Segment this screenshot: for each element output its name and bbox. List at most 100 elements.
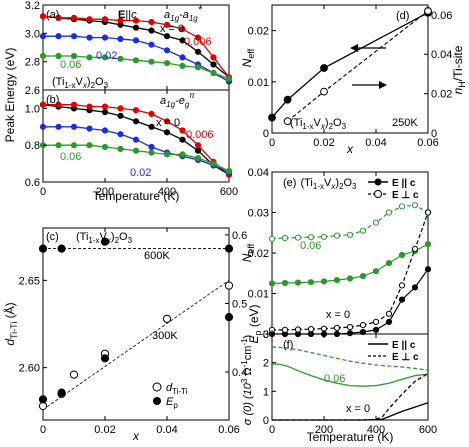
data-point-b1-5 xyxy=(117,105,124,112)
panel-b-transition: a1g-egπ xyxy=(160,91,195,109)
data-point-e2-7 xyxy=(359,328,367,336)
panel-c-xlabel: x xyxy=(132,429,140,443)
series-line-d1 xyxy=(287,10,429,122)
d-ytick-r-label-3: 0.06 xyxy=(431,10,452,22)
panel-c-ylabel-left: dTi-Ti (Å) xyxy=(2,302,19,345)
data-point-a1-0 xyxy=(39,13,47,20)
panel-e-ylabel: Neff xyxy=(240,243,256,262)
panel-d-compound: (Ti1-xVx)2O3 xyxy=(290,117,347,131)
data-point-b2-2 xyxy=(70,123,78,130)
c-ytick-r-label-1: 0.5 xyxy=(232,298,247,310)
data-point-d0-0 xyxy=(268,113,276,122)
data-point-b3-1 xyxy=(55,142,62,149)
data-point-e0-3 xyxy=(307,279,315,286)
data-point-b3-2 xyxy=(70,142,78,149)
series-line-f0 xyxy=(272,363,429,387)
data-point-a3-5 xyxy=(117,55,124,62)
panel-e-006-label: 0.06 xyxy=(300,240,321,252)
c-xtick-label-0: 0 xyxy=(40,424,46,436)
data-point-a3-6 xyxy=(132,57,140,64)
panel-e: (e) (Ti1-xVx)2O3 E || c E ⊥ c 0.06 x = 0 xyxy=(268,171,432,338)
panel-c-ylabel-right: Ep (eV) xyxy=(247,304,263,343)
c-ytick-r-label-2: 0.6 xyxy=(232,230,247,242)
data-point-e1-11 xyxy=(411,202,419,209)
data-point-b1-8 xyxy=(163,118,171,125)
data-point-a0-6 xyxy=(132,24,140,31)
data-point-a1-11 xyxy=(210,54,217,61)
data-point-b3-7 xyxy=(148,149,155,156)
panel-c-legend-ep: Ep xyxy=(166,396,178,410)
data-point-a2-1 xyxy=(55,33,62,40)
c-point-2-0 xyxy=(38,395,48,404)
panel-f-label: (f) xyxy=(283,339,293,351)
panel-d: (d) (Ti1-xVx)2O3 250K x xyxy=(268,4,432,156)
data-point-e0-0 xyxy=(268,280,276,287)
data-point-e3-9 xyxy=(385,310,393,317)
data-point-a0-11 xyxy=(210,61,217,68)
f-xtick-label-2: 400 xyxy=(367,424,385,436)
data-point-e3-3 xyxy=(307,326,315,333)
d-xtick-label-0: 0 xyxy=(269,137,275,149)
panel-d-xlabel: x xyxy=(346,142,354,156)
panel-d-frame xyxy=(271,4,429,134)
data-point-e2-11 xyxy=(411,284,419,291)
data-point-a3-7 xyxy=(148,58,155,65)
panel-f: (f) E || c E ⊥ c 0.06 x = 0 Temperature … xyxy=(271,333,429,444)
data-point-e1-0 xyxy=(268,235,276,242)
data-point-a2-5 xyxy=(117,35,124,43)
f-ytick-label-0: 0 xyxy=(263,415,269,427)
b-xtick-label-0: 0 xyxy=(40,186,46,198)
data-point-b2-3 xyxy=(86,125,93,132)
panel-f-legend-epar: E || c xyxy=(392,340,416,351)
d-xtick-label-2: 0.04 xyxy=(365,137,386,149)
c-point-1-1 xyxy=(57,244,66,253)
data-point-e0-9 xyxy=(385,260,393,267)
panel-c-legend-open-marker xyxy=(152,382,162,392)
panel-c: (c) (Ti1-xVx)2O3 600K 300K dTi-Ti Ep x xyxy=(38,227,234,443)
panel-a-label: (a) xyxy=(46,9,59,21)
data-point-b3-3 xyxy=(86,142,93,149)
data-point-e2-9 xyxy=(385,318,393,325)
data-point-b1-7 xyxy=(148,110,155,118)
panel-c-frame xyxy=(42,227,230,421)
data-point-e0-2 xyxy=(294,279,302,286)
c-point-1-2 xyxy=(100,237,110,246)
data-point-e3-11 xyxy=(411,245,419,252)
data-point-b3-4 xyxy=(101,143,109,151)
d-ytick-r-label-0: 0 xyxy=(431,128,437,140)
data-point-b0-8 xyxy=(163,129,171,136)
data-point-a3-2 xyxy=(70,52,78,60)
data-point-e2-12 xyxy=(424,266,432,273)
series-line-d0 xyxy=(271,12,429,119)
data-point-b1-4 xyxy=(101,103,109,110)
f-xtick-label-0: 0 xyxy=(269,424,275,436)
panel-f-xlabel: Temperature (K) xyxy=(307,430,394,444)
d-ytick-r-label-1: 0.02 xyxy=(431,89,452,101)
panel-b-002-label: 0.02 xyxy=(130,167,151,179)
data-point-b2-4 xyxy=(101,127,109,134)
data-point-a2-9 xyxy=(179,54,186,61)
data-point-b1-9 xyxy=(179,127,186,134)
data-point-a1-5 xyxy=(117,17,124,24)
panel-b: (b) a1g-egπ x = 0 0.006 0.02 0.06 Temper… xyxy=(39,89,233,203)
c-point-0-5 xyxy=(224,281,234,290)
data-point-b0-9 xyxy=(179,136,186,143)
b-ytick-label-2: 1.0 xyxy=(25,103,40,115)
panel-c-600k-label: 600K xyxy=(144,250,170,262)
panel-a-compound: (Ti1-xVx)2O3 xyxy=(52,76,109,90)
panel-b-x0-label: x = 0 xyxy=(156,117,180,129)
data-point-e3-1 xyxy=(281,326,289,333)
f-xtick-label-3: 600 xyxy=(419,424,437,436)
panel-c-label: (c) xyxy=(46,231,59,243)
c-point-2-3 xyxy=(224,313,234,322)
data-point-e1-3 xyxy=(307,234,315,241)
d-xtick-label-3: 0.06 xyxy=(417,137,438,149)
panel-b-label: (b) xyxy=(46,94,59,106)
data-point-b2-1 xyxy=(55,123,62,130)
data-point-b3-8 xyxy=(163,151,171,158)
d-arrows xyxy=(350,44,387,89)
e-ytick-label-3: 0.03 xyxy=(248,208,269,220)
panel-f-ylabel: σ (0) (103 Ω-1cm-1) xyxy=(240,335,254,425)
data-point-a1-7 xyxy=(148,18,155,26)
data-point-b2-7 xyxy=(148,143,155,151)
